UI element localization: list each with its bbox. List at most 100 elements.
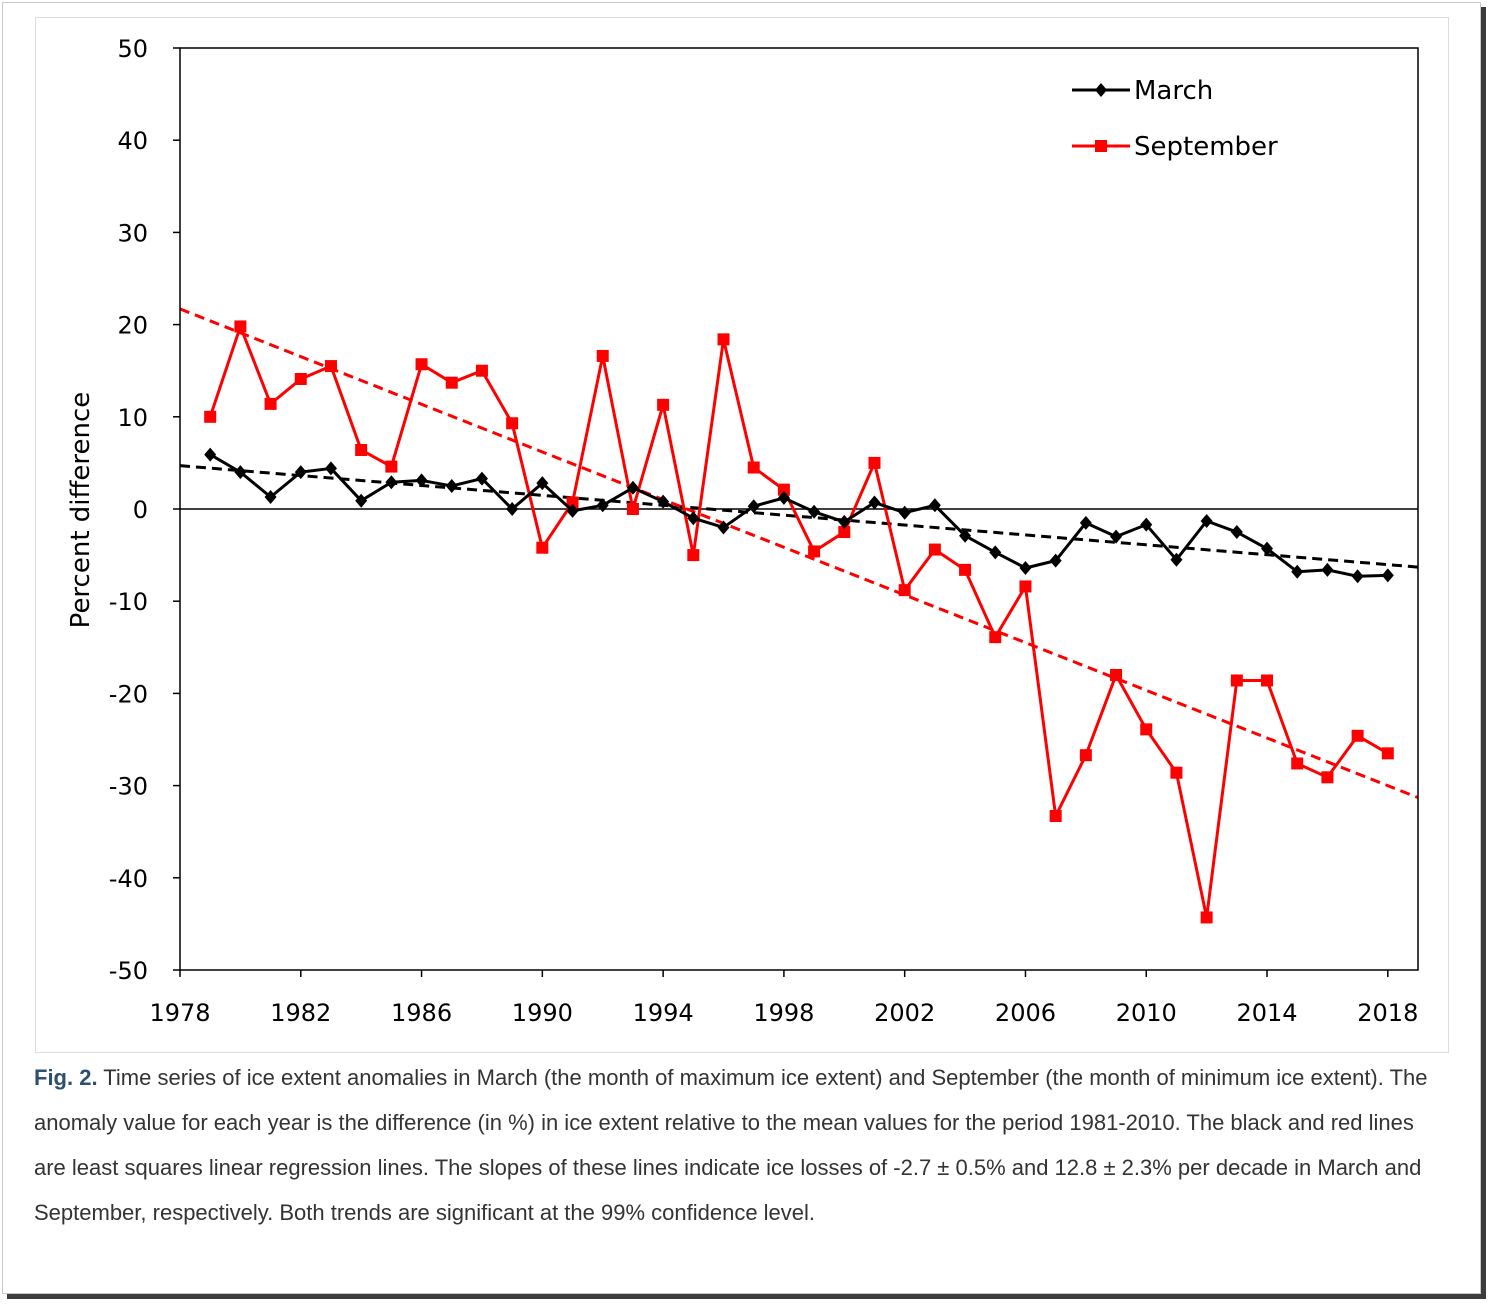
- y-axis-title: Percent difference: [66, 392, 96, 629]
- march-point: [1321, 562, 1334, 577]
- september-point: [1200, 911, 1213, 924]
- y-tick-label: -40: [109, 865, 148, 893]
- march-point: [747, 499, 760, 514]
- trendlines: [179, 307, 1419, 799]
- march-point: [1019, 561, 1032, 576]
- march-point: [687, 511, 700, 526]
- september-point: [838, 526, 851, 539]
- march-point: [1381, 568, 1394, 583]
- y-tick-label: 10: [117, 404, 148, 432]
- september-point: [717, 333, 730, 346]
- september-line: [208, 324, 1389, 919]
- march-point: [626, 480, 639, 495]
- september-point: [989, 631, 1002, 644]
- march-point: [898, 505, 911, 520]
- september-point: [1351, 729, 1364, 742]
- march-point: [1140, 517, 1153, 532]
- x-tick-label: 2010: [1116, 999, 1177, 1027]
- march-point: [204, 447, 217, 462]
- march-point: [838, 514, 851, 529]
- september-point: [777, 483, 790, 496]
- march-point: [1291, 564, 1304, 579]
- plot-area-border: [179, 47, 1419, 971]
- y-tick-label: -10: [109, 588, 148, 616]
- september-point: [475, 364, 488, 377]
- series-september: [204, 320, 1394, 924]
- x-tick-label: 1994: [633, 999, 694, 1027]
- x-tick-label: 1990: [512, 999, 573, 1027]
- september-point: [1291, 757, 1304, 770]
- march-point: [777, 490, 790, 505]
- x-tick-label: 1998: [753, 999, 814, 1027]
- september-point: [294, 372, 307, 385]
- march-point: [989, 545, 1002, 560]
- september-point: [566, 496, 579, 509]
- series-lines: [204, 320, 1394, 924]
- march-point: [928, 498, 941, 513]
- march-point: [566, 503, 579, 518]
- y-tick-label: 30: [117, 219, 148, 247]
- legend-item-march: March: [1072, 76, 1213, 106]
- september-point: [1019, 580, 1032, 593]
- legend-marker-september: [1095, 140, 1107, 152]
- legend: March September: [1072, 76, 1278, 162]
- september-point: [1230, 674, 1243, 687]
- caption-label: Fig. 2.: [34, 1065, 98, 1090]
- figure-caption: Fig. 2. Time series of ice extent anomal…: [34, 1055, 1449, 1235]
- y-tick-label: -50: [109, 957, 148, 985]
- march-point: [1079, 515, 1092, 530]
- y-axis-ticks: [173, 47, 180, 971]
- y-tick-label: -30: [109, 773, 148, 801]
- x-tick-label: 2002: [874, 999, 935, 1027]
- september-point: [264, 397, 277, 410]
- figure-image-box: [35, 17, 1449, 1053]
- september-point: [355, 443, 368, 456]
- march-point: [294, 465, 307, 480]
- september-point: [868, 456, 881, 469]
- x-tick-label: 1978: [149, 999, 210, 1027]
- september-point: [204, 410, 217, 423]
- legend-label-september: September: [1134, 132, 1278, 162]
- march-point: [234, 465, 247, 480]
- x-axis-ticks: [179, 970, 1389, 977]
- figure-frame: [2, 2, 1481, 1294]
- september-point: [626, 503, 639, 515]
- march-point: [415, 473, 428, 488]
- x-tick-label: 1982: [270, 999, 331, 1027]
- september-point: [687, 549, 700, 562]
- september-point: [928, 543, 941, 556]
- trendline-september: [179, 307, 1419, 799]
- x-axis-tick-labels: 1978 1982 1986 1990 1994 1998 2002 2006 2010 2014…: [149, 999, 1418, 1027]
- september-point: [234, 320, 247, 333]
- september-point: [747, 461, 760, 474]
- legend-marker-march: [1095, 83, 1107, 97]
- september-point: [415, 358, 428, 371]
- march-point: [385, 475, 398, 490]
- september-point: [385, 460, 398, 473]
- march-point: [324, 461, 337, 476]
- march-point: [868, 495, 881, 510]
- march-point: [445, 478, 458, 493]
- september-point: [506, 417, 519, 430]
- september-point: [324, 360, 337, 373]
- september-point: [1170, 766, 1183, 779]
- september-point: [1049, 810, 1062, 823]
- legend-label-march: March: [1134, 76, 1213, 106]
- september-point: [808, 545, 821, 558]
- march-point: [808, 504, 821, 519]
- march-point: [717, 520, 730, 535]
- y-tick-label: -20: [109, 680, 148, 708]
- september-point: [1079, 749, 1092, 762]
- march-point: [1261, 541, 1274, 556]
- september-point: [596, 349, 609, 362]
- caption-text: Time series of ice extent anomalies in M…: [34, 1065, 1428, 1225]
- september-point: [1140, 723, 1153, 736]
- march-point: [1049, 553, 1062, 568]
- march-point: [475, 471, 488, 486]
- september-point: [1110, 668, 1123, 681]
- march-point: [959, 528, 972, 543]
- march-point: [657, 494, 670, 509]
- x-tick-label: 2006: [995, 999, 1056, 1027]
- y-tick-label: 40: [117, 127, 148, 155]
